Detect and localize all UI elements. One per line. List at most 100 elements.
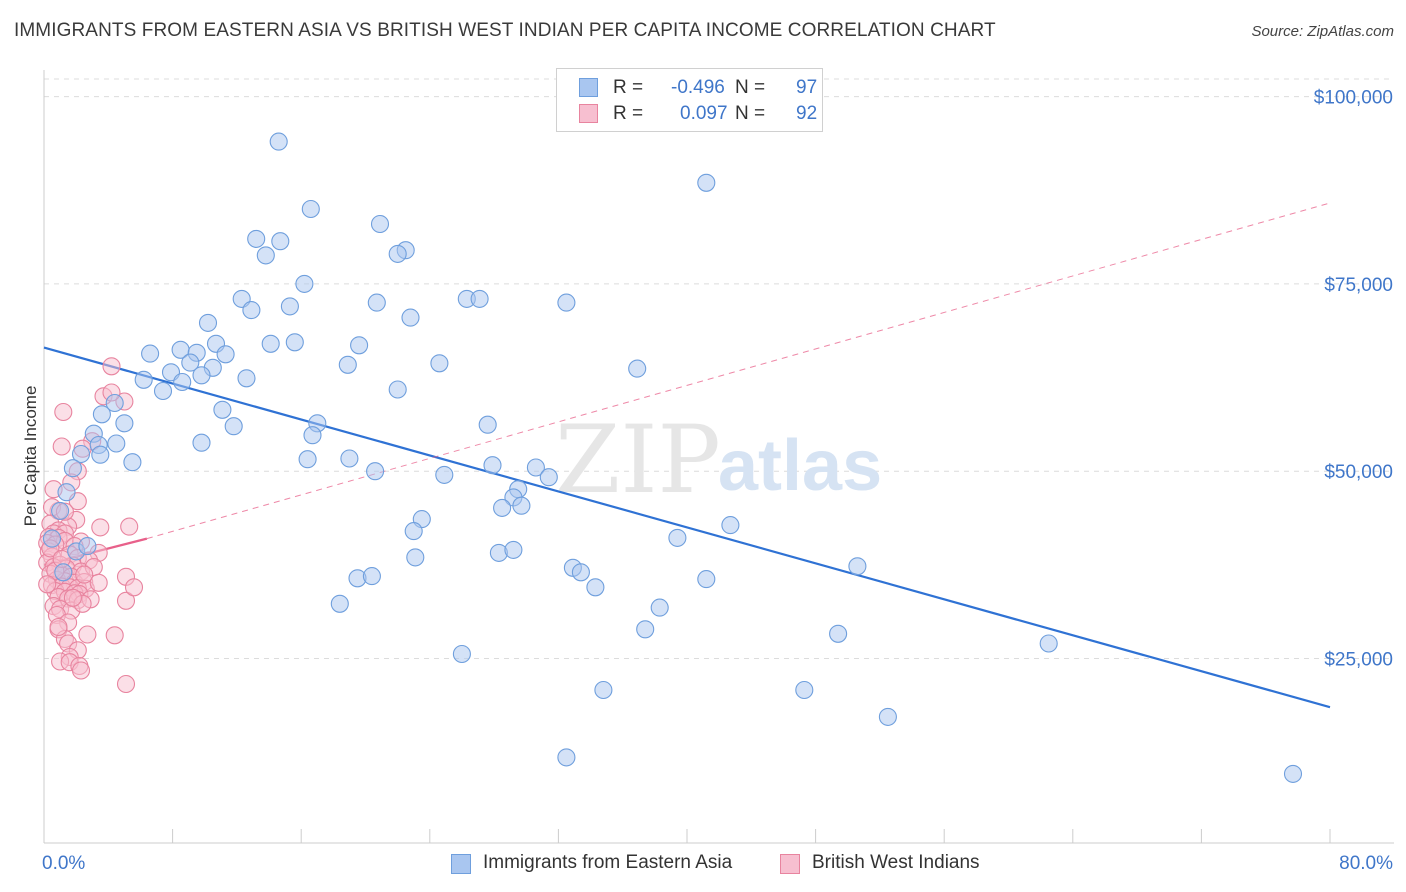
legend-r-label: R = [613,77,644,98]
point-eastern-asia [213,400,232,419]
point-eastern-asia [141,344,160,363]
point-british-west-indian [52,437,71,456]
series-label: Immigrants from Eastern Asia [483,852,733,873]
legend-r-label: R = [613,103,644,124]
point-eastern-asia [478,415,497,434]
point-eastern-asia [594,680,613,700]
point-eastern-asia [269,132,288,151]
point-eastern-asia [848,557,867,576]
series-swatch-pink [780,854,800,874]
point-british-west-indian [116,591,136,610]
point-eastern-asia [366,462,385,481]
point-eastern-asia [483,456,502,475]
watermark-atlas: atlas [718,426,882,506]
point-eastern-asia [216,345,235,364]
point-eastern-asia [362,567,381,586]
point-eastern-asia [192,366,211,385]
point-eastern-asia [261,334,280,353]
point-eastern-asia [452,644,471,664]
point-eastern-asia [388,380,407,399]
trend-line-british-west-indian-extension [146,202,1331,540]
y-tick-label: $50,000 [1324,462,1393,483]
point-eastern-asia [280,297,299,316]
point-eastern-asia [340,449,359,468]
point-eastern-asia [295,274,314,293]
point-british-west-indian [120,517,139,536]
point-british-west-indian [49,617,68,637]
point-eastern-asia [91,445,110,464]
x-tick-max: 80.0% [1339,853,1393,874]
point-eastern-asia [92,405,111,424]
legend-n-value: 97 [796,77,818,98]
point-eastern-asia [224,417,243,436]
legend-r-value: -0.496 [671,77,725,98]
point-eastern-asia [636,620,655,639]
grid-lines [44,78,1394,659]
point-british-west-indian [102,357,121,376]
point-eastern-asia [198,313,218,332]
point-eastern-asia [301,199,320,219]
y-tick-label: $100,000 [1314,88,1393,109]
point-british-west-indian [38,575,57,594]
point-eastern-asia [71,444,91,464]
correlation-legend: R = -0.496 N = 97 R = 0.097 N = 92 [556,68,823,132]
point-eastern-asia [57,483,76,502]
point-british-west-indian [124,578,144,597]
point-eastern-asia [470,289,489,308]
point-eastern-asia [350,336,369,355]
point-eastern-asia [370,214,390,234]
point-eastern-asia [173,372,192,392]
point-eastern-asia [330,594,349,613]
y-tick-labels: $25,000 $50,000 $75,000 $100,000 [1314,88,1393,671]
point-eastern-asia [404,522,423,541]
point-eastern-asia [303,426,322,445]
point-eastern-asia [42,529,62,548]
point-eastern-asia [628,359,647,378]
legend-n-label: N = [735,77,766,98]
point-eastern-asia [123,453,142,472]
point-eastern-asia [242,301,261,320]
point-eastern-asia [192,433,211,452]
point-eastern-asia [401,308,420,327]
legend-swatch-pink [579,104,598,123]
point-eastern-asia [493,498,512,517]
point-eastern-asia [557,748,576,767]
point-eastern-asia [51,501,70,520]
point-eastern-asia [388,244,407,263]
series-swatch-blue [451,854,471,874]
point-british-west-indian [75,565,94,584]
point-eastern-asia [878,707,897,726]
point-eastern-asia [512,496,531,515]
point-eastern-asia [115,414,134,433]
point-eastern-asia [134,370,153,389]
point-eastern-asia [795,680,814,700]
point-eastern-asia [153,381,173,401]
point-british-west-indian [78,625,97,644]
point-eastern-asia [271,232,290,251]
point-eastern-asia [285,333,304,352]
point-british-west-indian [105,626,124,645]
point-eastern-asia [586,578,605,597]
point-british-west-indian [89,573,108,592]
legend-r-value: 0.097 [680,103,728,124]
point-british-west-indian [91,518,110,537]
point-eastern-asia [539,468,558,487]
point-eastern-asia [63,459,82,478]
legend-n-value: 92 [796,103,818,124]
point-eastern-asia [721,516,740,535]
point-eastern-asia [557,293,576,312]
point-eastern-asia [668,528,687,547]
legend-swatch-blue [579,78,598,97]
y-tick-label: $75,000 [1324,275,1393,296]
point-british-west-indian [63,588,82,607]
point-british-west-indian [116,674,136,694]
data-points [38,132,1303,783]
trend-line-eastern-asia [43,346,1331,709]
source-label: Source: ZipAtlas.com [1251,23,1394,40]
point-eastern-asia [526,458,545,477]
point-eastern-asia [367,293,386,312]
point-eastern-asia [571,563,590,582]
x-tick-min: 0.0% [42,853,85,874]
point-eastern-asia [78,537,97,556]
